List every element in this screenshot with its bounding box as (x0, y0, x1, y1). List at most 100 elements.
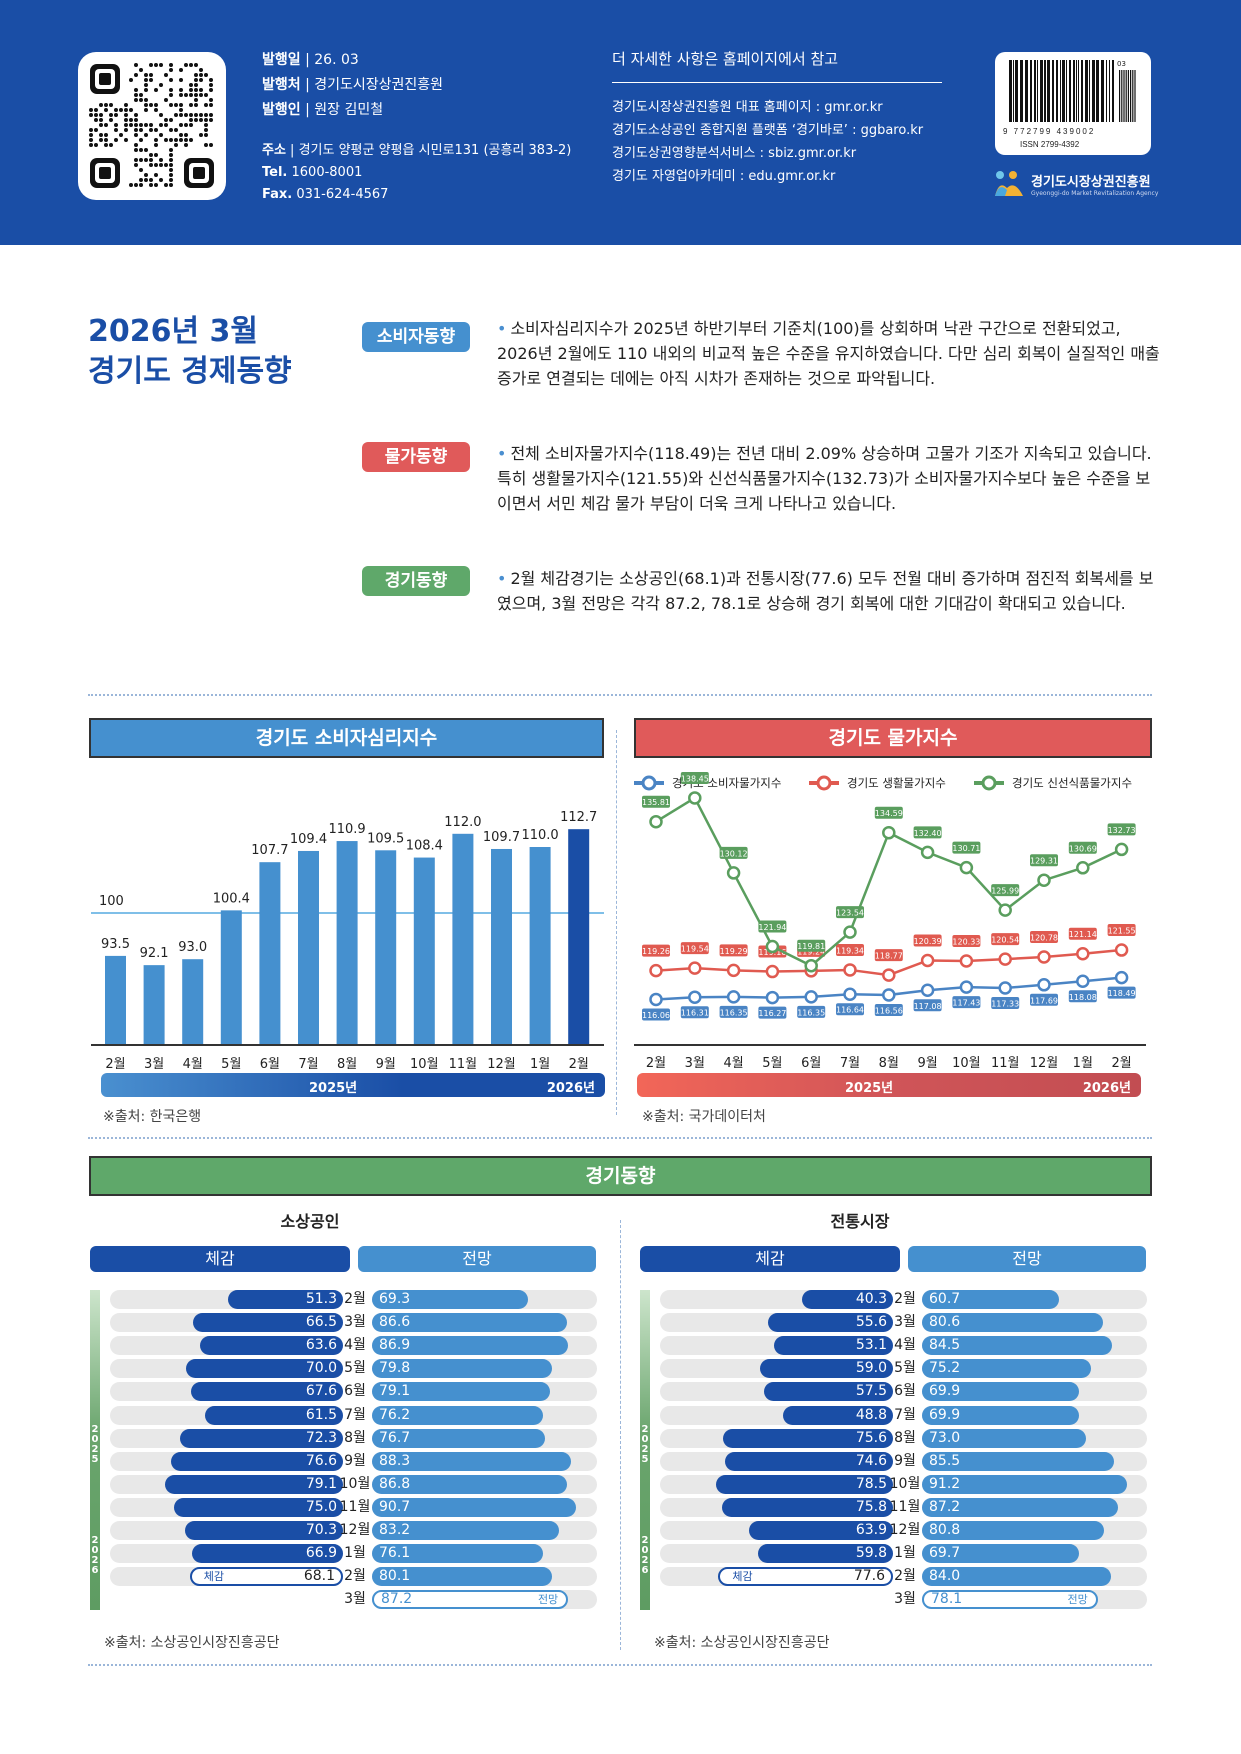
bar-value-label: 107.7 (251, 843, 288, 858)
title-line: 경기도 경제동향 (88, 354, 292, 389)
barcode-bar (1092, 60, 1095, 122)
qr-module (139, 68, 143, 72)
qr-module (149, 183, 153, 187)
barcode-bar (1047, 60, 1050, 122)
bar-value-label: 93.5 (101, 937, 130, 952)
qr-module (194, 83, 198, 87)
data-point (1076, 974, 1090, 989)
qr-module (139, 178, 143, 182)
qr-module (139, 183, 143, 187)
data-label: 116.27 (758, 1009, 786, 1018)
issue-date-label: 발행일 (262, 52, 301, 68)
x-tick-label: 10월 (410, 1057, 439, 1070)
month-label: 3월 (894, 1591, 916, 1608)
qr-module (154, 63, 158, 67)
address: 경기도 양평군 양평읍 시민로131 (공흥리 383-2) (298, 143, 572, 158)
legend-label: 경기도 생활물가지수 (847, 776, 946, 790)
qr-module (124, 103, 128, 107)
agency-english-name: Gyeonggi-do Market Revitalization Agency (1031, 190, 1159, 197)
x-tick-label: 12월 (487, 1057, 516, 1070)
qr-module (114, 123, 118, 127)
data-label-box (991, 933, 1020, 946)
publication-info: 발행일 | 26. 03 발행처 | 경기도시장상권진흥원 발행인 | 원장 김… (262, 52, 444, 118)
reference-link[interactable]: 경기도소상공인 종합지원 플랫폼 ‘경기바로’ : ggbaro.kr (612, 123, 924, 138)
data-label-box (680, 1006, 709, 1019)
data-label-box (797, 1005, 826, 1018)
barcode-bar (1121, 70, 1123, 122)
table-row: 77.6 체감 2월 84.0 (0, 1567, 1241, 1587)
legend-marker-icon (981, 775, 997, 791)
x-tick-label: 11월 (991, 1056, 1020, 1070)
price-trend-badge: 물가동향 (362, 442, 470, 472)
data-point (688, 990, 702, 1004)
data-point (1037, 978, 1051, 992)
table-row: 75.8 11월 87.2 (0, 1497, 1241, 1517)
source-note: ※출처: 한국은행 (103, 1109, 202, 1125)
table-row: 70.3 12월 83.2 (0, 1521, 1241, 1540)
data-point (882, 825, 896, 840)
bar (220, 910, 242, 1045)
agency-logo-icon (995, 171, 1023, 196)
agency-name: 경기도시장상권진흥원 (1031, 175, 1151, 190)
qr-module (179, 138, 183, 142)
issuer-label: 발행인 (262, 102, 301, 118)
data-point (882, 988, 896, 1002)
bar (143, 965, 165, 1045)
qr-module (159, 123, 163, 127)
column-divider (620, 1220, 621, 1650)
outlook-bar: 85.5 (922, 1451, 1115, 1471)
feel-bar: 51.3 (227, 1290, 343, 1309)
month-label: 6월 (894, 1383, 916, 1400)
bar (298, 850, 319, 1045)
qr-module (204, 113, 208, 117)
qr-module (89, 143, 93, 147)
outlook-bar: 79.1 (372, 1382, 550, 1402)
data-point (1114, 943, 1129, 957)
feel-bar: 53.1 (773, 1336, 893, 1356)
consumer-sentiment-chart: 100 93.5 2월 92.1 3월 93.0 4월 100.4 5월 107.7 6월 109.4… (91, 810, 604, 1070)
data-label: 120.39 (914, 937, 942, 946)
month-label: 5월 (344, 1360, 366, 1377)
qr-module (144, 148, 148, 152)
outlook-column-header: 전망 (908, 1246, 1146, 1272)
reference-link[interactable]: 경기도 자영업아카데미 : edu.gmr.or.kr (612, 169, 836, 184)
table-row: 70.0 5월 79.8 (0, 1359, 1241, 1379)
qr-module (154, 138, 158, 142)
month-label: 3월 (894, 1314, 916, 1331)
reference-link[interactable]: 경기도상권영향분석서비스 : sbiz.gmr.or.kr (612, 146, 857, 161)
qr-module (134, 93, 138, 97)
qr-module (169, 163, 173, 167)
year-range-bar: 2025년 2026년 (101, 1073, 605, 1097)
year-label: 2025년 (309, 1081, 358, 1096)
summary-text: 2월 체감경기는 소상공인(68.1)과 전통시장(77.6) 모두 전월 대비… (497, 569, 1154, 613)
data-label: 119.24 (797, 947, 825, 956)
qr-module (174, 128, 178, 132)
qr-module (174, 138, 178, 142)
bar (491, 848, 512, 1045)
qr-module (144, 88, 148, 92)
qr-code-icon (89, 63, 214, 188)
qr-module (134, 98, 138, 102)
qr-module (144, 83, 148, 87)
publisher-label: 발행처 (262, 77, 301, 93)
qr-module (169, 63, 173, 67)
outlook-tag: 전망 (1067, 1593, 1088, 1607)
barcode-bar (1101, 60, 1104, 122)
qr-module (169, 138, 173, 142)
qr-module (94, 118, 98, 122)
data-label: 118.08 (1069, 993, 1097, 1002)
outlook-bar: 86.8 (372, 1474, 568, 1494)
data-label: 119.26 (642, 947, 670, 956)
feel-bar: 68.1 체감 (189, 1567, 343, 1587)
qr-code[interactable] (78, 52, 226, 200)
qr-module (154, 88, 158, 92)
reference-link[interactable]: 경기도시장상권진흥원 대표 홈페이지 : gmr.or.kr (612, 100, 883, 115)
qr-module (159, 163, 163, 167)
panel-title: 소상공인 (280, 1212, 340, 1231)
data-label: 120.33 (952, 938, 980, 947)
table-row: 53.1 4월 84.5 (0, 1336, 1241, 1356)
qr-module (109, 113, 113, 117)
reference-links: 경기도시장상권진흥원 대표 홈페이지 : gmr.or.kr 경기도소상공인 종… (612, 96, 923, 188)
table-row: 74.6 9월 85.5 (0, 1451, 1241, 1471)
qr-module (179, 113, 183, 117)
